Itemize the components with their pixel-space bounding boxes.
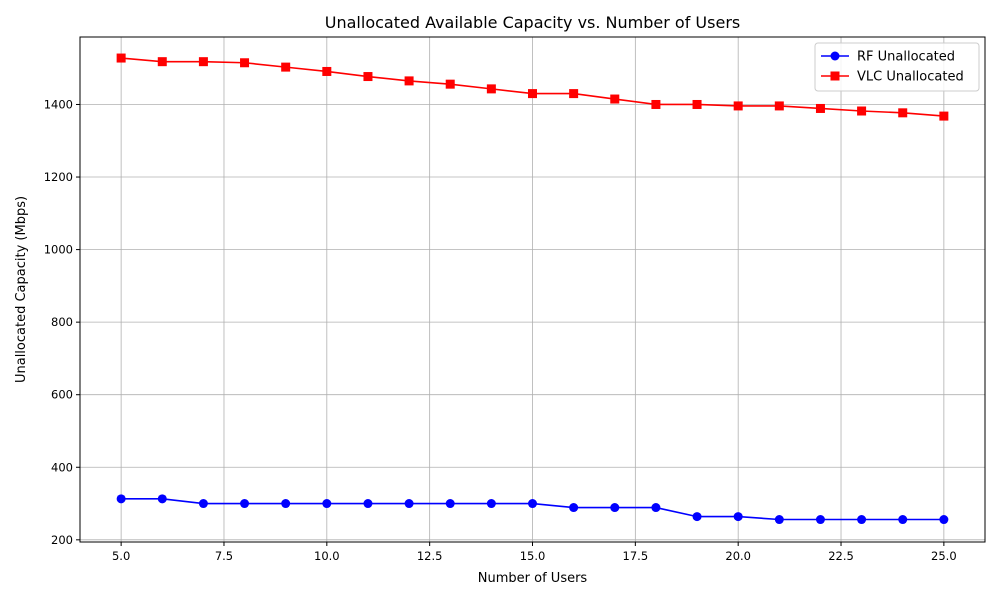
rf-unallocated-point [281, 499, 291, 509]
x-tick-label: 12.5 [417, 549, 443, 563]
vlc-unallocated-point [898, 108, 908, 118]
x-tick-label: 17.5 [623, 549, 649, 563]
vlc-unallocated-point [733, 101, 743, 111]
y-axis: 200 400 600 800 1000 1200 1400 [44, 97, 80, 547]
vlc-unallocated-point [322, 66, 332, 76]
rf-unallocated-point [815, 515, 825, 525]
rf-unallocated-point [692, 512, 702, 522]
legend-vlc-unallocated-marker [830, 71, 840, 81]
rf-unallocated-point [898, 515, 908, 525]
rf-unallocated-point [240, 499, 250, 509]
rf-unallocated-point [733, 512, 743, 522]
vlc-unallocated-point [157, 57, 167, 67]
x-tick-label: 10.0 [314, 549, 340, 563]
vlc-unallocated-point [404, 76, 414, 86]
vlc-unallocated-point [939, 111, 949, 121]
y-axis-label: Unallocated Capacity (Mbps) [14, 196, 29, 383]
grid [80, 37, 985, 542]
vlc-unallocated-point [363, 72, 373, 82]
vlc-unallocated-point [857, 106, 867, 116]
rf-unallocated-point [445, 499, 455, 509]
legend: RF Unallocated VLC Unallocated [814, 42, 980, 92]
vlc-unallocated-point [692, 99, 702, 109]
rf-unallocated-point [939, 515, 949, 525]
vlc-unallocated-point [528, 89, 537, 99]
rf-unallocated-point [486, 499, 496, 509]
rf-unallocated-point [116, 494, 126, 504]
y-tick-label: 1400 [44, 97, 73, 111]
vlc-unallocated-point [240, 58, 250, 68]
legend-box [814, 42, 980, 92]
vlc-unallocated-point [569, 89, 579, 99]
y-tick-label: 400 [51, 460, 73, 474]
vlc-unallocated-point [651, 99, 661, 109]
vlc-unallocated-point [486, 84, 496, 94]
rf-unallocated-point [528, 499, 537, 509]
x-tick-label: 15.0 [520, 549, 546, 563]
rf-unallocated-point [404, 499, 414, 509]
rf-unallocated-point [363, 499, 373, 509]
rf-unallocated-point [569, 503, 579, 513]
rf-unallocated-point [610, 503, 620, 513]
x-tick-label: 22.5 [828, 549, 854, 563]
rf-unallocated-point [322, 499, 332, 509]
x-axis-label: Number of Users [478, 571, 588, 586]
rf-unallocated-point [774, 515, 784, 525]
vlc-unallocated-point [281, 62, 291, 72]
legend-rf-unallocated-label: RF Unallocated [857, 50, 955, 65]
rf-unallocated-point [651, 503, 661, 513]
chart-title: Unallocated Available Capacity vs. Numbe… [325, 13, 740, 32]
y-tick-label: 200 [51, 533, 73, 547]
x-tick-label: 5.0 [112, 549, 130, 563]
legend-vlc-unallocated-label: VLC Unallocated [857, 70, 964, 85]
x-tick-label: 25.0 [931, 549, 957, 563]
y-tick-label: 600 [51, 388, 73, 402]
rf-unallocated-point [857, 515, 867, 525]
vlc-unallocated-point [198, 57, 208, 67]
vlc-unallocated-point [610, 94, 620, 104]
y-tick-label: 800 [51, 315, 73, 329]
series-layer [116, 53, 949, 525]
vlc-unallocated-point [774, 101, 784, 111]
legend-rf-unallocated-marker [830, 51, 840, 61]
vlc-unallocated-point [815, 103, 825, 113]
x-tick-label: 7.5 [215, 549, 233, 563]
x-tick-label: 20.0 [725, 549, 751, 563]
x-axis: 5.0 7.5 10.0 12.5 15.0 17.5 20.0 22.5 25.0 [112, 542, 957, 563]
rf-unallocated-point [157, 494, 167, 504]
y-tick-label: 1200 [44, 170, 73, 184]
vlc-unallocated-point [116, 53, 126, 63]
y-tick-label: 1000 [44, 243, 73, 257]
vlc-unallocated-point [445, 79, 455, 89]
rf-unallocated-point [198, 499, 208, 509]
